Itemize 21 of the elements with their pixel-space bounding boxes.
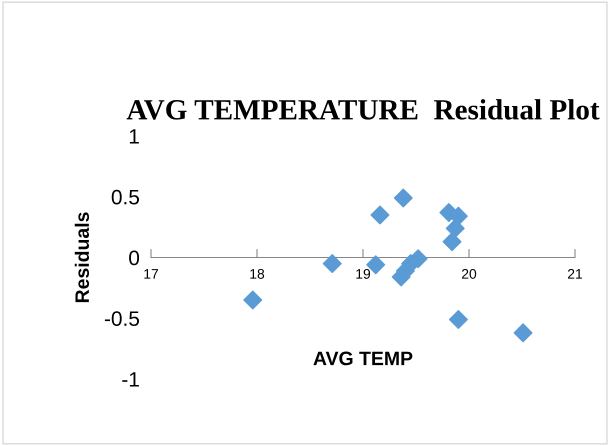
y-tick-label: -0.5 [104, 311, 140, 326]
point [370, 205, 390, 224]
y-tick-label: 0 [129, 250, 140, 266]
y-tick-label: 0.5 [112, 190, 140, 205]
point [442, 232, 462, 252]
point [448, 310, 468, 329]
point [446, 218, 465, 238]
chart-title: AVG TEMPERATURE Residual Plot [126, 99, 600, 120]
point [394, 188, 413, 208]
y-tick-label: 1 [130, 129, 139, 144]
x-tick-label: 17 [144, 269, 158, 279]
point [322, 254, 342, 274]
point [514, 323, 533, 342]
x-tick-label: 20 [462, 268, 476, 279]
point [243, 290, 262, 310]
y-axis-title: Residuals [74, 212, 90, 302]
x-tick-label: 18 [250, 268, 264, 279]
y-tick-label: -1 [122, 372, 139, 387]
x-tick-label: 21 [568, 268, 582, 279]
x-tick-label: 19 [356, 268, 370, 279]
x-axis-title: AVG TEMP [313, 352, 412, 366]
